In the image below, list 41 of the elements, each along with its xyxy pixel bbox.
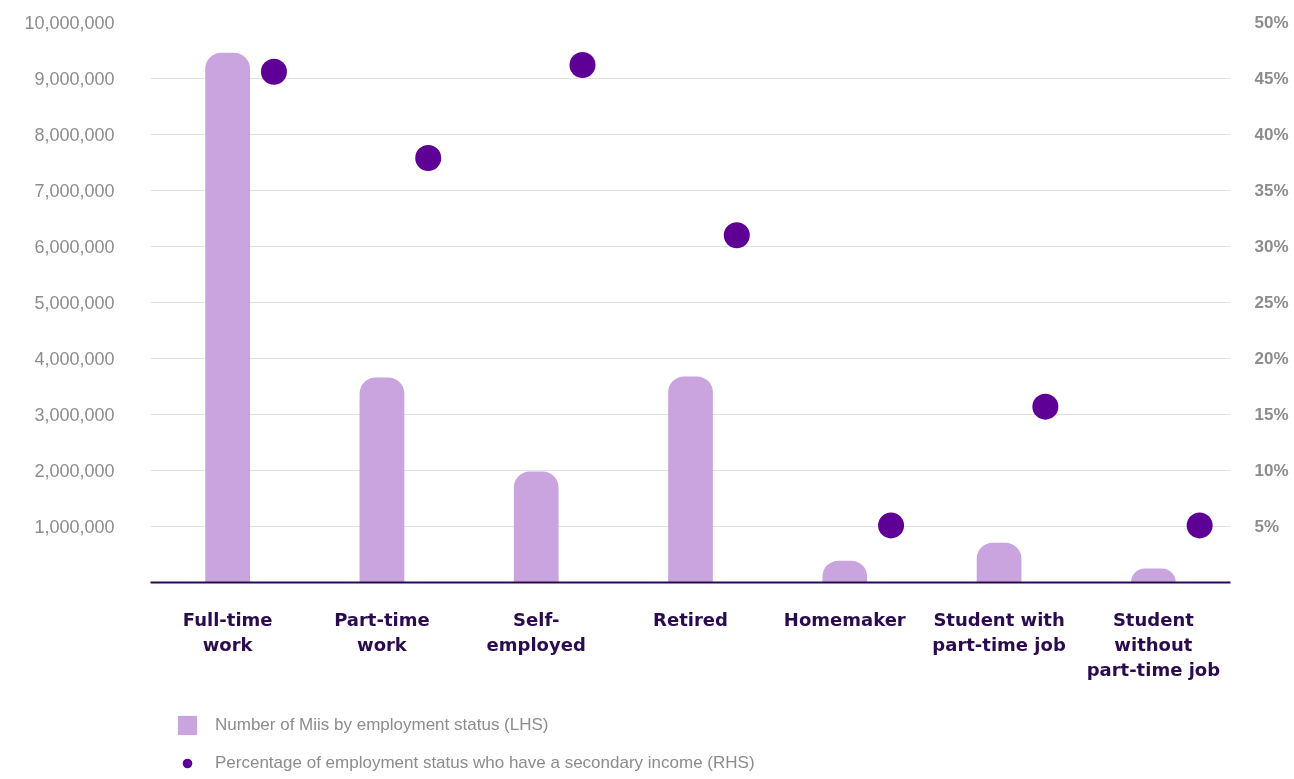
bar	[205, 52, 251, 583]
y2-tick-label: 45%	[1254, 69, 1289, 88]
legend-label: Percentage of employment status who have a secondary income (RHS)	[215, 753, 755, 773]
y2-tick-label: 20%	[1254, 349, 1289, 368]
y2-tick-label: 15%	[1254, 405, 1289, 424]
point	[1186, 512, 1213, 539]
y-tick-label: 1,000,000	[34, 517, 115, 537]
legend-label: Number of Miis by employment status (LHS)	[215, 715, 549, 735]
y2-tick-label: 50%	[1254, 13, 1289, 32]
point	[569, 52, 596, 79]
y2-tick-label: 40%	[1254, 125, 1289, 144]
bar	[976, 542, 1022, 583]
point	[260, 58, 287, 85]
x-tick-label: Student without part-time job	[1086, 608, 1221, 680]
y2-tick-label: 30%	[1254, 237, 1289, 256]
y-tick-label: 6,000,000	[34, 237, 115, 257]
point	[878, 512, 905, 539]
y-tick-label: 2,000,000	[34, 461, 115, 481]
y-tick-label: 4,000,000	[34, 349, 115, 369]
bar	[513, 471, 559, 583]
x-tick-label: Full-time work	[182, 608, 273, 655]
point	[1032, 393, 1059, 420]
x-tick-label: Student with part-time job	[932, 608, 1066, 655]
point	[723, 222, 750, 249]
x-tick-label: Retired	[653, 608, 728, 630]
y2-tick-label: 10%	[1254, 461, 1289, 480]
point	[415, 145, 442, 171]
y-tick-label: 10,000,000	[24, 13, 115, 33]
y-tick-label: 8,000,000	[34, 125, 115, 145]
x-tick-label: Part-time work	[334, 608, 430, 655]
x-tick-label: Homemaker	[783, 608, 906, 630]
y2-tick-label: 5%	[1254, 517, 1280, 536]
bar	[359, 377, 405, 583]
bar	[668, 376, 713, 583]
y-tick-label: 5,000,000	[34, 293, 115, 313]
y2-tick-label: 25%	[1254, 293, 1289, 312]
y2-tick-label: 35%	[1254, 181, 1289, 200]
y-tick-label: 7,000,000	[34, 181, 115, 201]
y-tick-label: 3,000,000	[34, 405, 115, 425]
x-tick-label: Self-employed	[486, 608, 586, 655]
y-tick-label: 9,000,000	[34, 69, 115, 89]
